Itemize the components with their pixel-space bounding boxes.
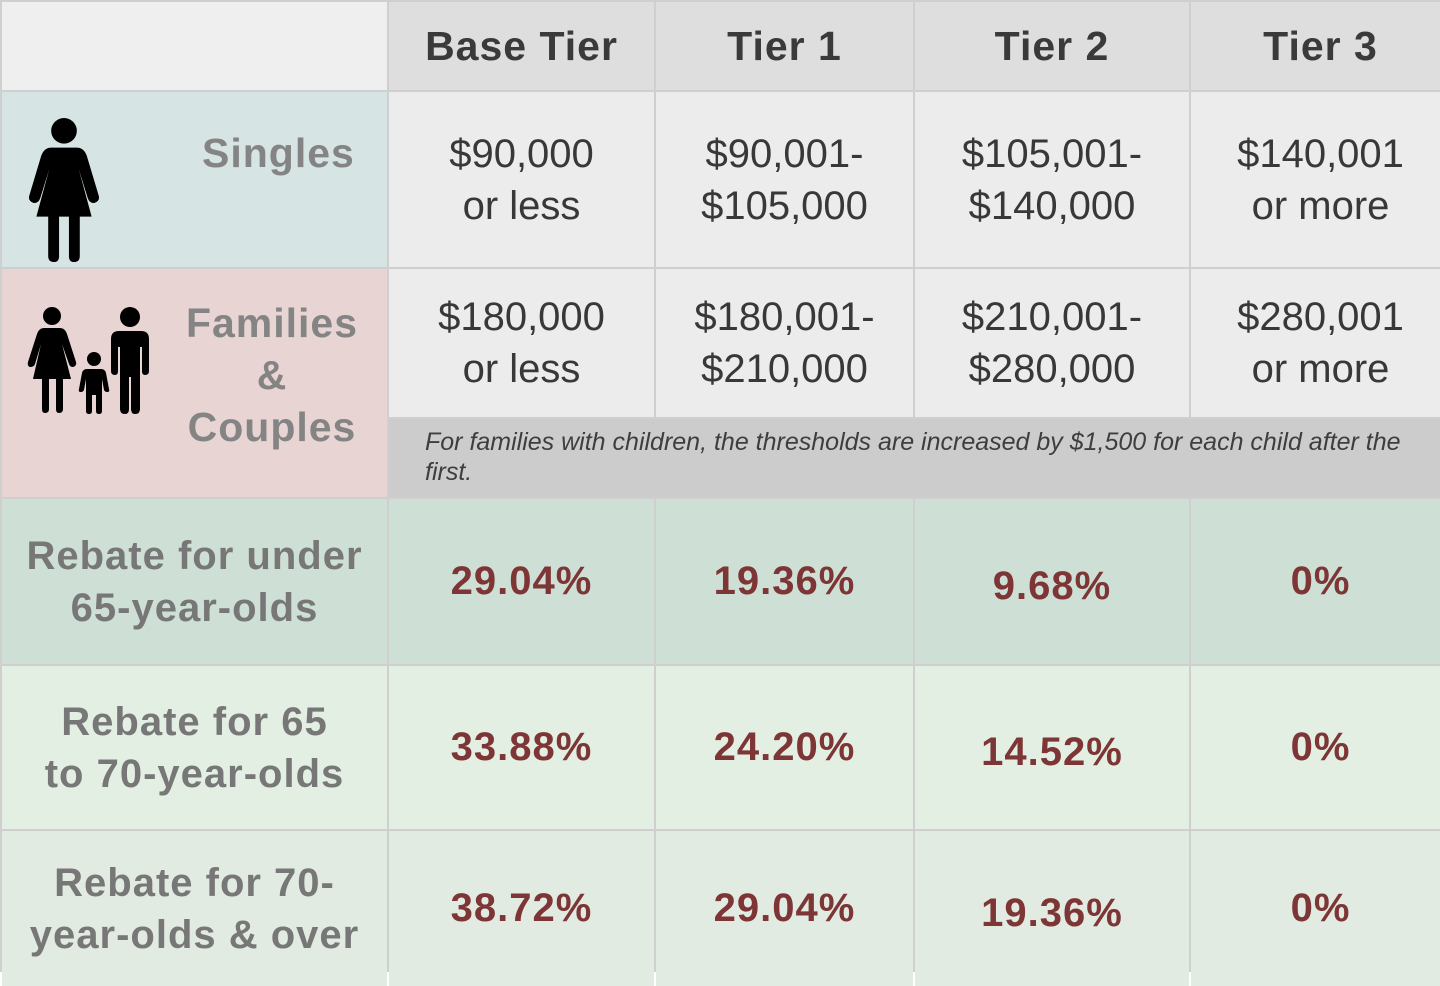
threshold-line: $90,001- xyxy=(705,131,864,176)
threshold-line: or more xyxy=(1251,347,1390,391)
rebate-value: 0% xyxy=(1191,499,1440,664)
rebate-value: 33.88% xyxy=(389,666,654,829)
threshold-line: $90,000 xyxy=(449,131,594,176)
threshold-line: $210,001- xyxy=(961,295,1143,339)
singles-threshold-tier-1: $90,001- $105,000 xyxy=(656,92,913,267)
rebate-label-line: year-olds & over xyxy=(29,912,360,957)
woman-icon xyxy=(28,118,100,263)
families-children-note: For families with children, the threshol… xyxy=(389,419,1440,497)
threshold-line: or more xyxy=(1251,183,1390,228)
threshold-line: $280,000 xyxy=(968,347,1136,391)
families-label: Families & Couples xyxy=(182,297,362,453)
threshold-line: $105,001- xyxy=(961,131,1143,176)
threshold-line: $105,000 xyxy=(701,183,868,228)
families-label-line: & xyxy=(256,352,288,398)
families-label-line: Families xyxy=(185,300,359,346)
families-threshold-base-tier: $180,000 or less xyxy=(389,269,654,417)
corner-cell xyxy=(2,2,387,90)
rebate-value: 29.04% xyxy=(389,499,654,664)
singles-label: Singles xyxy=(202,130,355,176)
singles-threshold-tier-3: $140,001 or more xyxy=(1191,92,1440,267)
family-icon xyxy=(27,307,149,414)
singles-row-header: Singles xyxy=(2,92,387,267)
threshold-line: $140,001 xyxy=(1237,131,1404,176)
column-header-base-tier: Base Tier xyxy=(389,2,654,90)
rebate-label-line: 65-year-olds xyxy=(70,585,319,630)
rebate-value: 9.68% xyxy=(915,499,1189,664)
column-header-tier-3: Tier 3 xyxy=(1191,2,1440,90)
rebate-label-70-and-over: Rebate for 70- year-olds & over xyxy=(2,831,387,986)
threshold-line: $180,000 xyxy=(438,295,605,339)
rebate-label-line: to 70-year-olds xyxy=(44,751,345,796)
column-header-tier-1: Tier 1 xyxy=(656,2,913,90)
rebate-label-under-65: Rebate for under 65-year-olds xyxy=(2,499,387,664)
families-label-line: Couples xyxy=(187,404,357,450)
rebate-value: 0% xyxy=(1191,831,1440,986)
rebate-label-line: Rebate for under xyxy=(26,533,363,578)
rebate-value: 24.20% xyxy=(656,666,913,829)
threshold-line: $140,000 xyxy=(968,183,1136,228)
rebate-value: 38.72% xyxy=(389,831,654,986)
rebate-label-line: Rebate for 70- xyxy=(54,860,335,905)
rebate-label-65-to-70: Rebate for 65 to 70-year-olds xyxy=(2,666,387,829)
singles-threshold-tier-2: $105,001- $140,000 xyxy=(915,92,1189,267)
singles-threshold-base-tier: $90,000 or less xyxy=(389,92,654,267)
rebate-value: 0% xyxy=(1191,666,1440,829)
threshold-line: $280,001 xyxy=(1237,295,1404,339)
threshold-line: or less xyxy=(462,347,581,391)
column-header-tier-2: Tier 2 xyxy=(915,2,1189,90)
families-threshold-tier-3: $280,001 or more xyxy=(1191,269,1440,417)
rebate-value: 29.04% xyxy=(656,831,913,986)
threshold-line: $180,001- xyxy=(694,295,875,339)
rebate-value: 19.36% xyxy=(915,831,1189,986)
families-row-header: Families & Couples xyxy=(2,269,387,497)
threshold-line: $210,000 xyxy=(701,347,868,391)
rebate-value: 14.52% xyxy=(915,666,1189,829)
families-threshold-tier-1: $180,001- $210,000 xyxy=(656,269,913,417)
rebate-label-line: Rebate for 65 xyxy=(61,699,328,744)
threshold-line: or less xyxy=(462,183,581,228)
families-threshold-tier-2: $210,001- $280,000 xyxy=(915,269,1189,417)
rebate-value: 19.36% xyxy=(656,499,913,664)
